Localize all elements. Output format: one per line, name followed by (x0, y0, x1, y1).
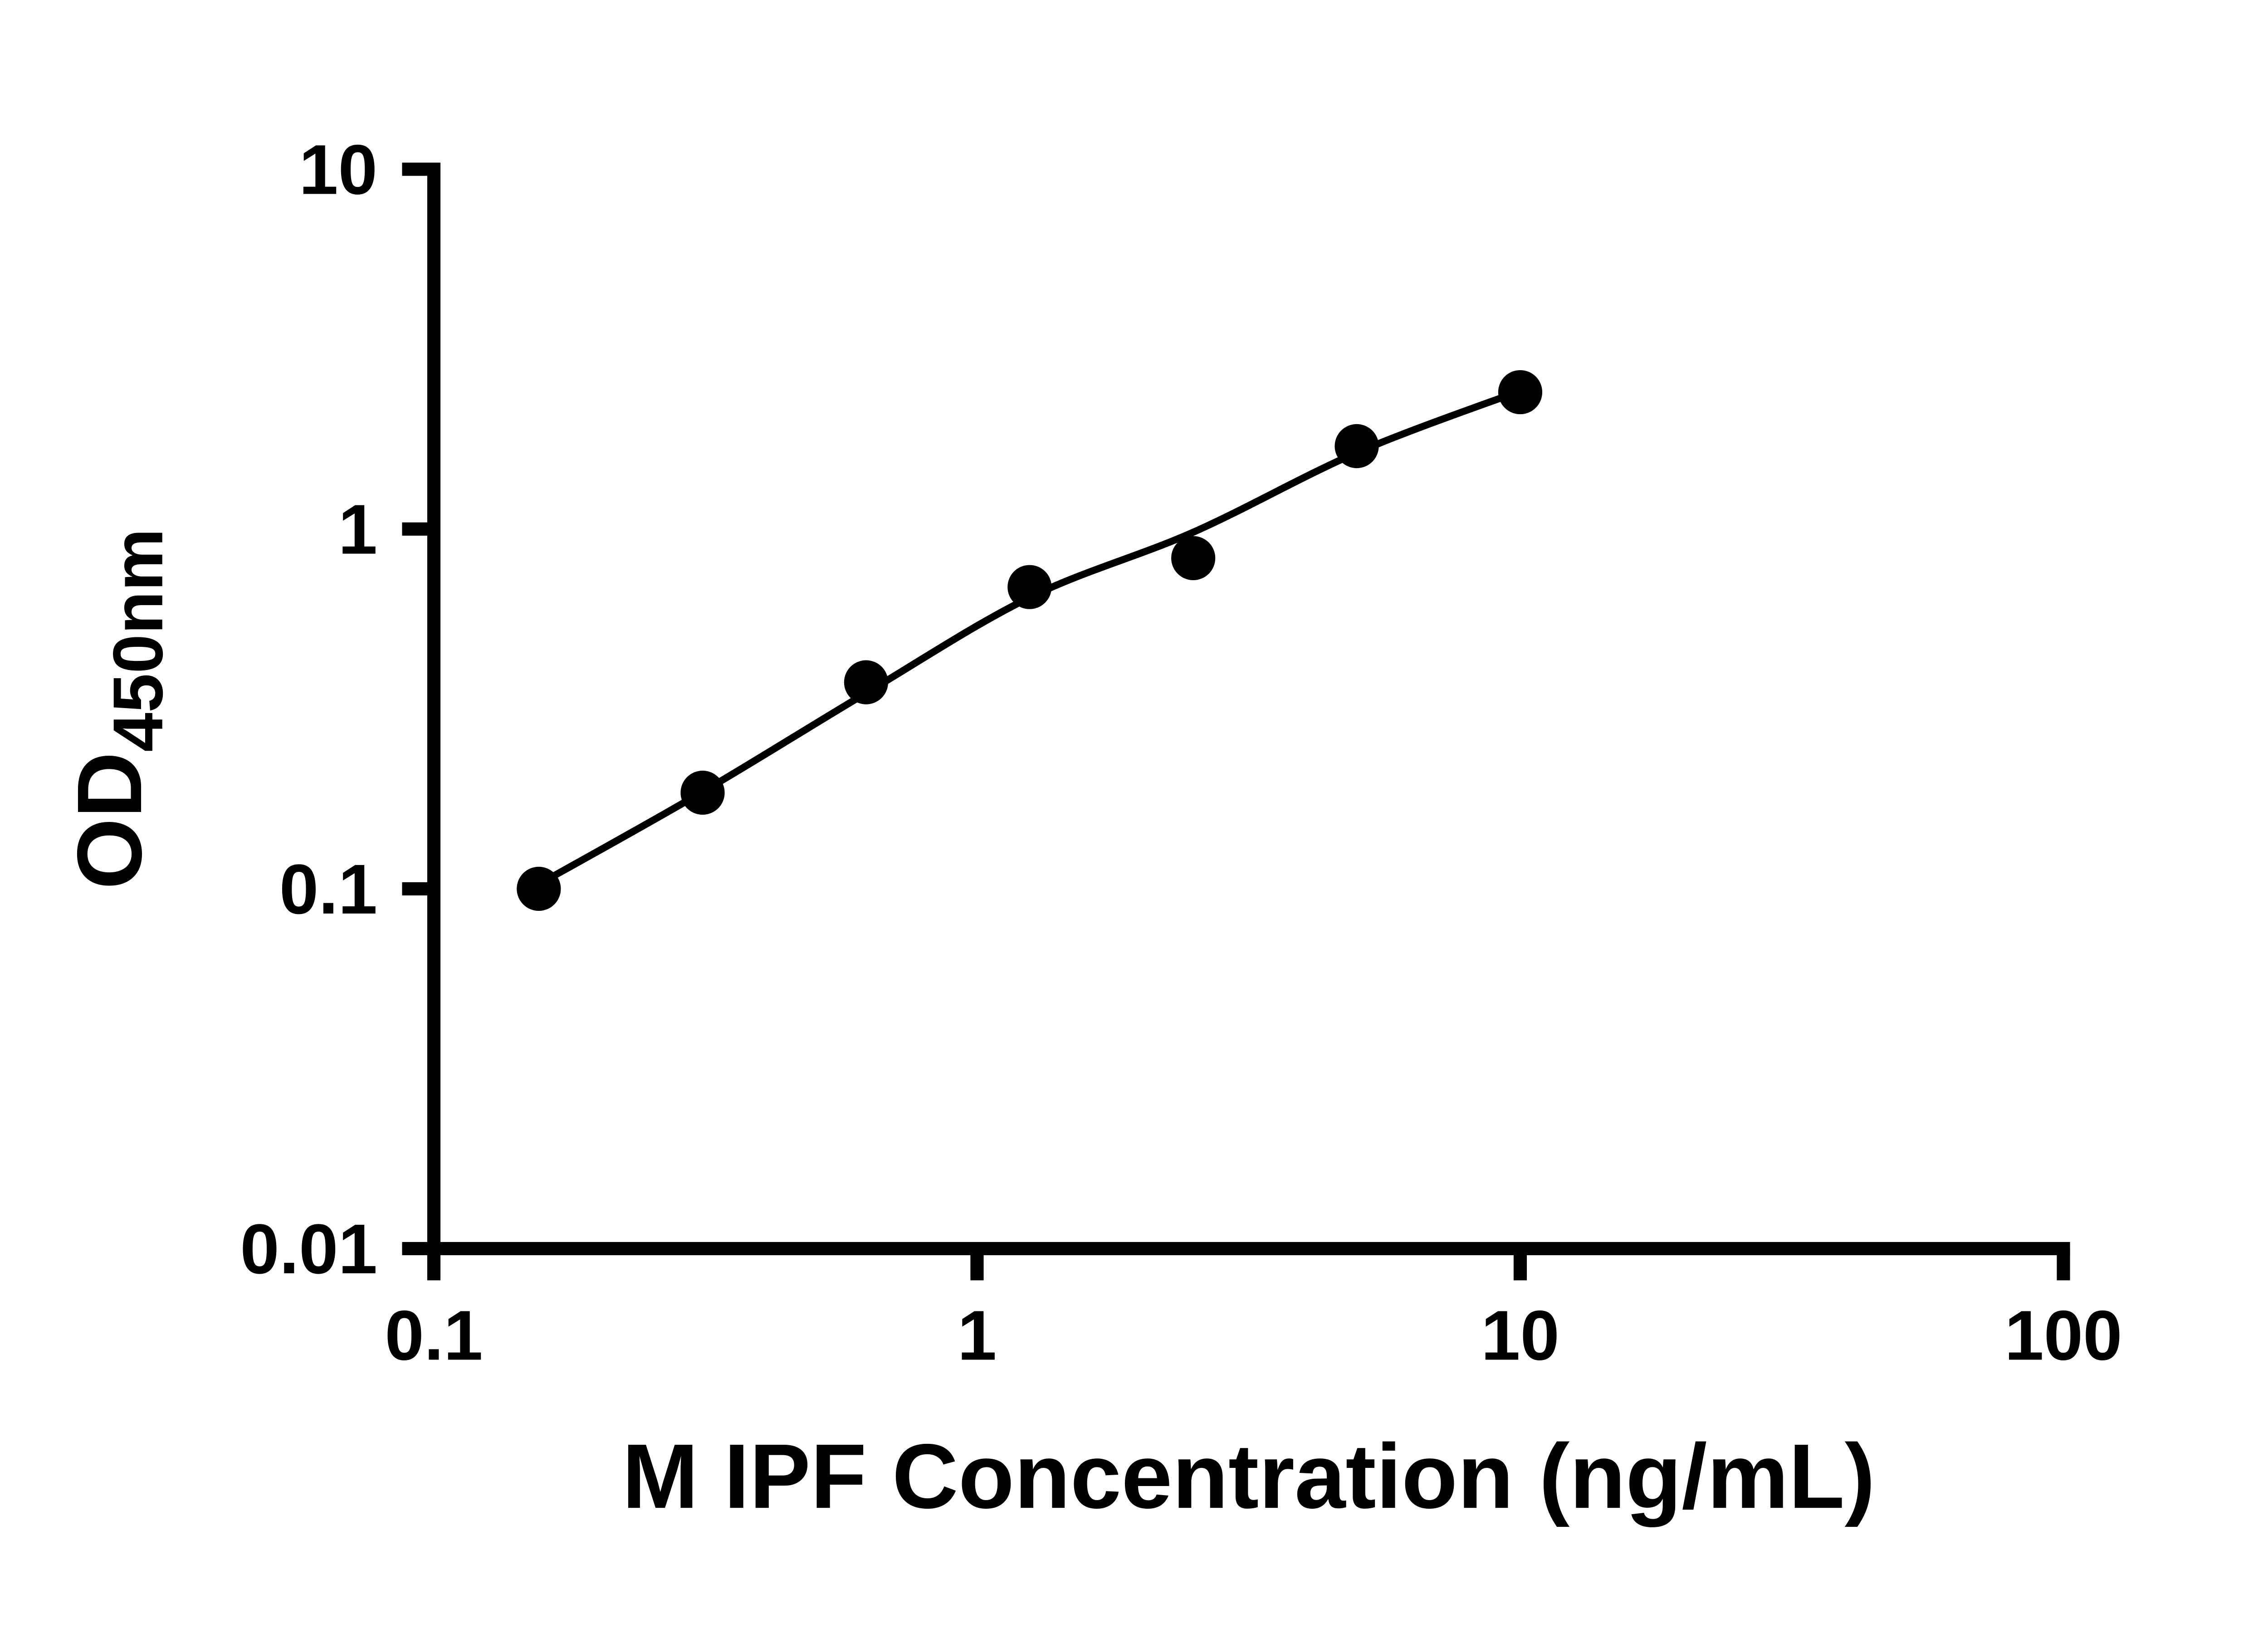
data-point (1498, 370, 1543, 415)
y-axis-label-main: OD (58, 752, 161, 890)
y-tick-label: 0.1 (279, 850, 377, 929)
y-tick-label: 0.01 (240, 1209, 377, 1288)
x-tick-label: 0.1 (385, 1296, 483, 1375)
y-tick-labels: 0.01 0.1 1 10 (240, 130, 377, 1288)
x-tick-label: 100 (2004, 1296, 2122, 1375)
data-point (1171, 536, 1216, 581)
fit-curve (535, 387, 1524, 888)
y-tick-label: 1 (338, 490, 378, 569)
x-tick-label: 1 (958, 1296, 997, 1375)
axes (427, 162, 2070, 1256)
y-tick-label: 10 (299, 130, 377, 209)
data-points (517, 370, 1543, 911)
x-axis-label: M IPF Concentration (ng/mL) (622, 1425, 1875, 1527)
y-axis-label: OD450nm (58, 528, 177, 890)
x-tick-label: 10 (1481, 1296, 1559, 1375)
x-tick-labels: 0.1 1 10 100 (385, 1296, 2122, 1375)
data-point (680, 770, 725, 815)
data-point (1007, 565, 1052, 609)
data-point (517, 866, 561, 911)
data-point (1334, 424, 1379, 469)
data-point (844, 660, 889, 704)
y-axis-label-subscript: 450nm (98, 528, 177, 752)
